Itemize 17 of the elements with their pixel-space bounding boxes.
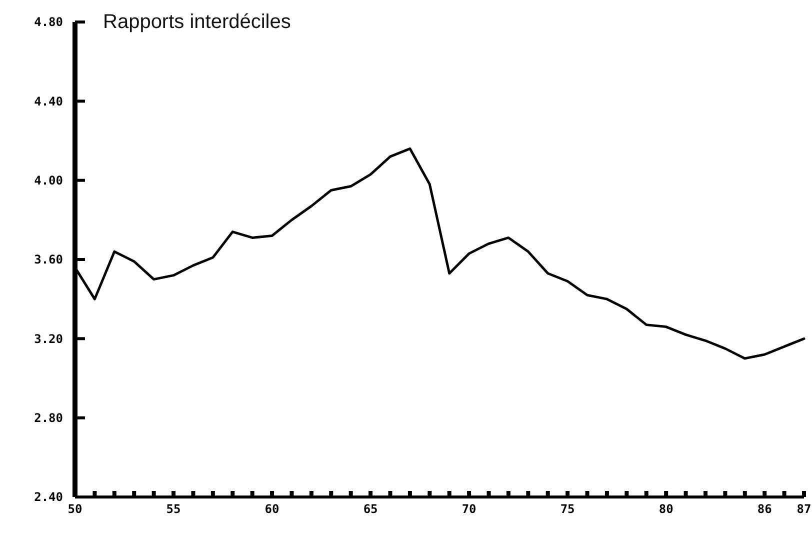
x-tick-label: 87 bbox=[796, 502, 812, 516]
x-tick-label: 65 bbox=[363, 502, 378, 516]
x-tick-label: 50 bbox=[68, 502, 82, 516]
y-tick-label: 2.40 bbox=[34, 490, 63, 504]
x-tick-label: 80 bbox=[658, 502, 674, 516]
y-tick-label: 2.80 bbox=[34, 411, 63, 426]
y-tick-label: 3.60 bbox=[34, 252, 63, 267]
x-tick-label: 86 bbox=[757, 502, 772, 516]
x-tick-label: 75 bbox=[560, 502, 575, 516]
y-tick-label: 4.00 bbox=[34, 174, 63, 188]
y-tick-label: 4.80 bbox=[34, 15, 63, 30]
x-tick-label: 70 bbox=[462, 502, 476, 516]
y-tick-label: 3.20 bbox=[34, 332, 63, 346]
x-tick-label: 60 bbox=[264, 502, 280, 516]
chart-title: Rapports interdéciles bbox=[103, 11, 291, 33]
x-tick-label: 55 bbox=[166, 502, 181, 516]
y-tick-label: 4.40 bbox=[34, 94, 63, 108]
